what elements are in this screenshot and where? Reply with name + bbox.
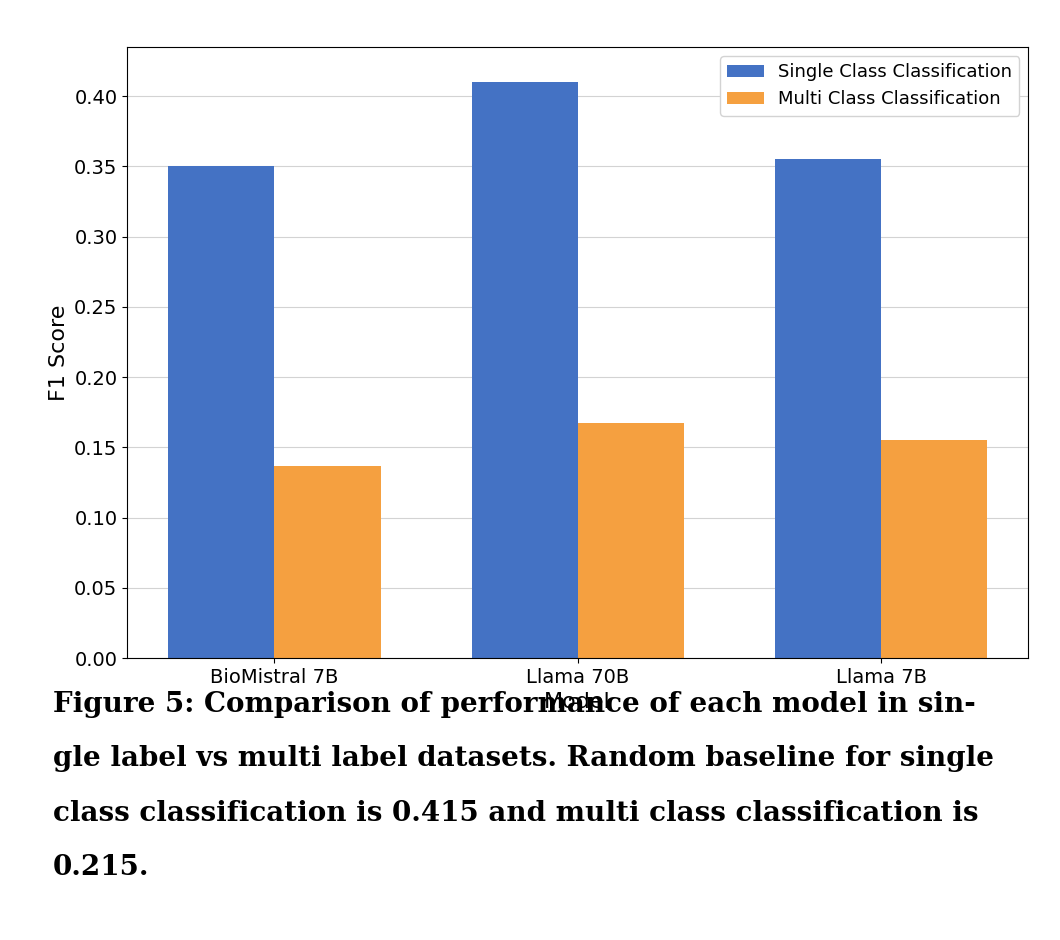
Text: Figure 5: Comparison of performance of each model in sin-: Figure 5: Comparison of performance of e…	[53, 691, 976, 718]
Text: class classification is 0.415 and multi class classification is: class classification is 0.415 and multi …	[53, 800, 978, 827]
Bar	[472, 82, 578, 658]
Bar	[881, 440, 987, 658]
Y-axis label: F1 Score: F1 Score	[49, 305, 69, 400]
Bar	[275, 465, 381, 658]
Bar	[169, 166, 275, 658]
Text: 0.215.: 0.215.	[53, 854, 149, 882]
X-axis label: Model: Model	[545, 692, 611, 713]
Bar	[578, 423, 684, 658]
Legend: Single Class Classification, Multi Class Classification: Single Class Classification, Multi Class…	[720, 56, 1019, 116]
Bar	[775, 160, 881, 658]
Text: gle label vs multi label datasets. Random baseline for single: gle label vs multi label datasets. Rando…	[53, 745, 994, 773]
